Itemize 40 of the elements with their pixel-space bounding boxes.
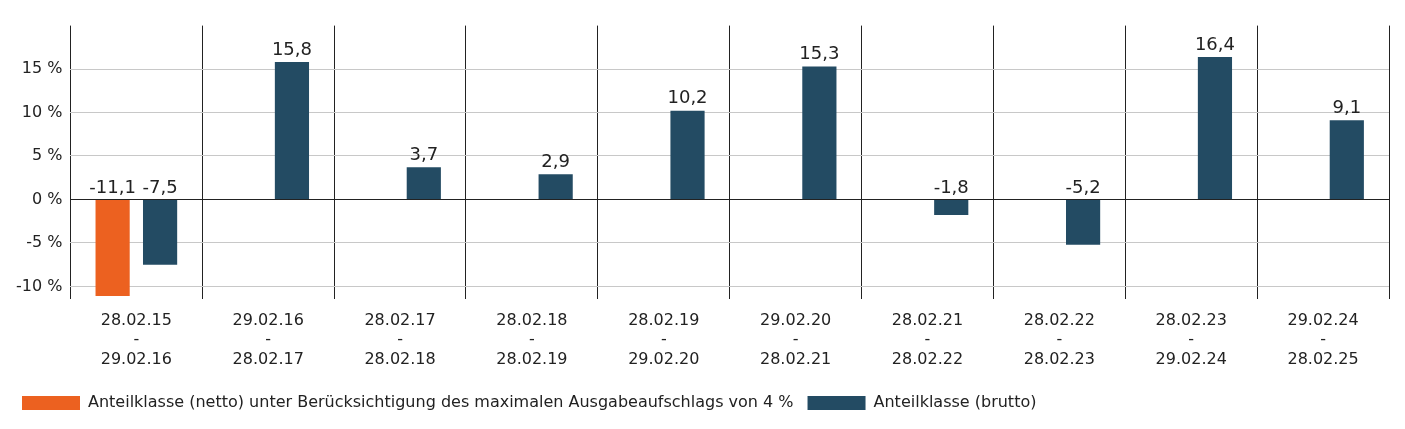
data-label: 2,9 [541, 149, 570, 171]
bar [1066, 199, 1101, 245]
y-tick-label: 0 % [31, 188, 63, 208]
data-label: -1,8 [933, 175, 969, 197]
legend-label: Anteilklasse (brutto) [873, 392, 1037, 412]
data-label: 16,4 [1194, 32, 1235, 54]
x-tick-label: 29.02.16 - 28.02.17 [232, 310, 304, 368]
bar [95, 199, 130, 296]
data-label: 9,1 [1332, 96, 1362, 118]
y-tick-label: 15 % [21, 58, 63, 78]
x-tick-label: 29.02.24 - 28.02.25 [1287, 310, 1359, 368]
bar [538, 174, 573, 199]
x-tick-label: 28.02.23 - 29.02.24 [1155, 310, 1227, 368]
bar [143, 199, 178, 265]
legend-label: Anteilklasse (netto) unter Berücksichtigung des maximalen Ausgabeaufschlags von 4 % [88, 392, 794, 412]
data-label: 15,3 [799, 42, 840, 64]
bar [1197, 56, 1233, 199]
y-tick-label: -5 % [26, 232, 63, 252]
bar [406, 167, 441, 199]
data-label: 3,7 [409, 142, 439, 164]
y-tick-label: -10 % [16, 275, 63, 295]
data-label: -7,5 [142, 175, 178, 197]
x-tick-label: 29.02.20 - 28.02.21 [760, 310, 832, 368]
y-tick-label: 10 % [21, 101, 63, 121]
bar [274, 62, 310, 199]
bar [934, 199, 969, 216]
x-tick-label: 28.02.15 - 29.02.16 [100, 310, 172, 368]
x-tick-label: 28.02.18 - 28.02.19 [496, 310, 568, 368]
data-label: -11,1 [89, 175, 136, 197]
x-tick-label: 28.02.19 - 29.02.20 [628, 310, 700, 368]
data-label: 10,2 [667, 86, 708, 108]
data-label: 15,8 [271, 37, 312, 59]
x-tick-label: 28.02.17 - 28.02.18 [364, 310, 436, 368]
x-tick-label: 28.02.21 - 28.02.22 [891, 310, 964, 368]
y-tick-label: 5 % [31, 145, 63, 165]
bar [670, 110, 705, 199]
data-label: -5,2 [1065, 175, 1101, 197]
bar [1329, 120, 1364, 199]
bar [802, 66, 837, 199]
x-tick-label: 28.02.22 - 28.02.23 [1023, 310, 1095, 368]
